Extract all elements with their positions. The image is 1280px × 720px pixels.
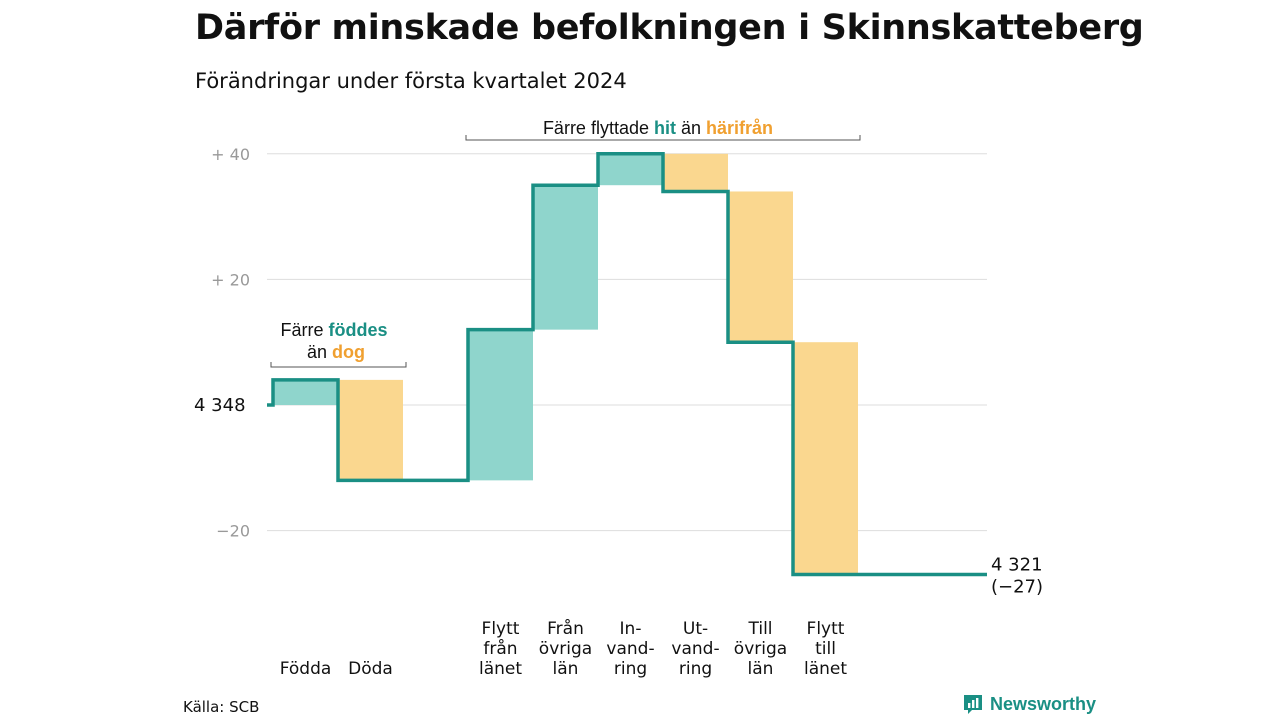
category-label: vand-	[671, 639, 719, 659]
category-label: Flytt	[807, 619, 845, 639]
bar	[728, 191, 793, 343]
annotation-bracket	[465, 135, 861, 141]
annotation-migration-part: än	[676, 118, 706, 138]
category-label: Ut-	[683, 619, 708, 639]
annotation-migration-part: hit	[654, 118, 676, 138]
category-label: övriga	[734, 639, 787, 659]
end-change-label: (−27)	[991, 577, 1043, 598]
y-tick-label: −20	[216, 522, 250, 541]
category-label: länet	[479, 659, 522, 679]
annotation-births-line1: Färre föddes	[280, 320, 387, 340]
y-tick-label: + 20	[211, 270, 250, 289]
category-label: ring	[614, 659, 647, 679]
bar	[598, 153, 663, 186]
category-label: Till	[747, 619, 772, 639]
category-label: till	[815, 639, 836, 659]
category-label: Från	[547, 618, 584, 639]
annotation-births-line2-part: än	[307, 342, 332, 362]
category-label: Flytt	[482, 619, 520, 639]
annotation-births-line2-part: dog	[332, 342, 365, 362]
chart-bubble-icon	[964, 695, 982, 714]
annotation-migration: Färre flyttade hit än härifrån	[543, 118, 773, 138]
annotation-births-line2: än dog	[307, 342, 365, 362]
bar	[338, 379, 403, 481]
category-label: övriga	[539, 639, 592, 659]
category-label: län	[553, 659, 579, 679]
start-value-label: 4 348	[194, 395, 246, 416]
category-label: ring	[679, 659, 712, 679]
category-label: länet	[804, 659, 847, 679]
category-label: Födda	[280, 659, 332, 679]
category-label: Döda	[348, 659, 393, 679]
y-tick-label: + 40	[211, 145, 250, 164]
chart-title: Därför minskade befolkningen i Skinnskat…	[195, 8, 1144, 48]
brand-logo: Newsworthy	[962, 693, 1096, 715]
category-label: län	[748, 659, 774, 679]
category-label: In-	[620, 619, 642, 639]
bar	[533, 185, 598, 330]
source-note: Källa: SCB	[183, 698, 260, 716]
bar	[273, 379, 338, 405]
cumulative-line	[267, 152, 987, 577]
annotation-births-line1-part: föddes	[329, 320, 388, 340]
category-label: vand-	[606, 639, 654, 659]
bar	[468, 329, 533, 481]
category-label: från	[483, 638, 517, 659]
annotation-births-line1-part: Färre	[280, 320, 328, 340]
end-value-label: 4 321	[991, 555, 1043, 576]
annotation-migration-part: härifrån	[706, 118, 773, 138]
bar	[793, 342, 858, 575]
chart-subtitle: Förändringar under första kvartalet 2024	[195, 69, 627, 93]
brand-name: Newsworthy	[990, 693, 1097, 714]
annotation-bracket	[270, 362, 407, 368]
bar	[663, 153, 728, 192]
annotation-migration-part: Färre flyttade	[543, 118, 654, 138]
